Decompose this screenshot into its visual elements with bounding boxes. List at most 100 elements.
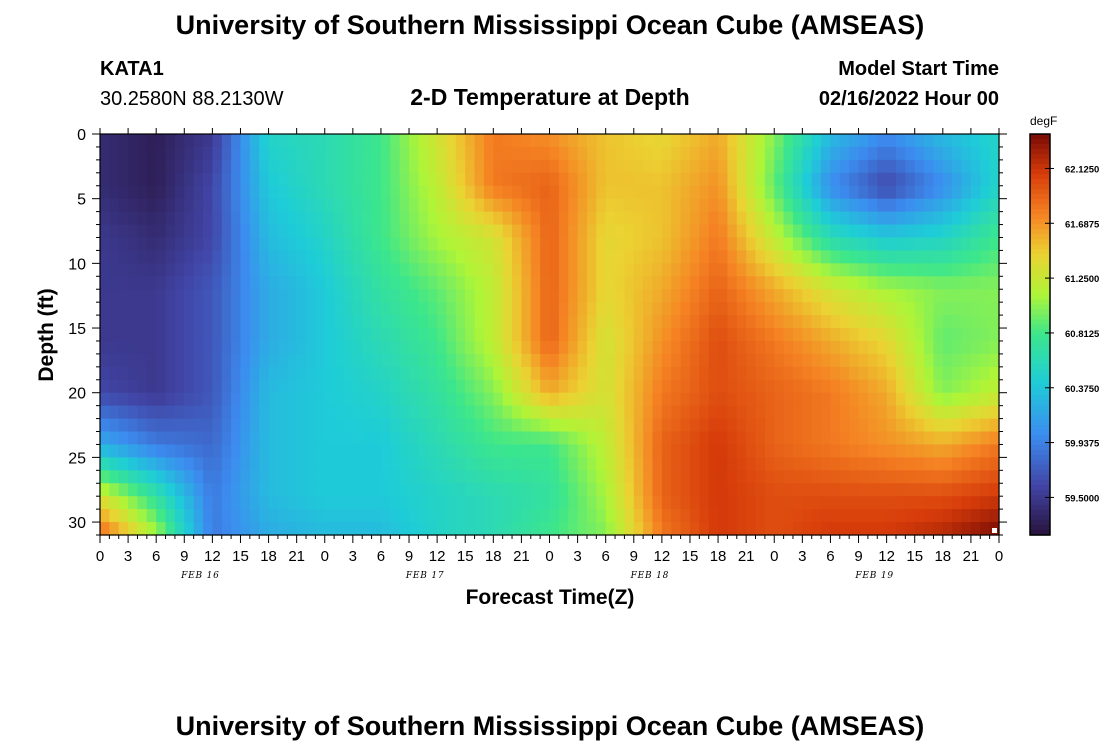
heatmap-cell	[708, 185, 719, 200]
heatmap-cell	[755, 146, 766, 161]
heatmap-cell	[100, 185, 110, 200]
heatmap-cell	[240, 405, 251, 420]
heatmap-cell	[586, 159, 597, 174]
heatmap-cell	[352, 328, 363, 342]
heatmap-cell	[399, 315, 410, 329]
heatmap-cell	[549, 185, 560, 200]
heatmap-cell	[924, 224, 935, 239]
heatmap-cell	[540, 315, 551, 329]
heatmap-cell	[427, 185, 438, 200]
heatmap-cell	[577, 340, 588, 355]
heatmap-cell	[699, 250, 710, 264]
heatmap-cell	[315, 457, 326, 471]
heatmap-cell	[886, 444, 897, 458]
heatmap-cell	[849, 159, 860, 174]
heatmap-cell	[287, 509, 298, 523]
heatmap-cell	[549, 198, 560, 213]
heatmap-cell	[380, 289, 391, 303]
heatmap-cell	[952, 224, 963, 239]
heatmap-cell	[783, 328, 794, 342]
heatmap-cell	[203, 146, 213, 161]
heatmap-cell	[100, 328, 110, 342]
heatmap-cell	[970, 276, 981, 290]
heatmap-cell	[184, 496, 195, 510]
heatmap-cell	[970, 366, 981, 381]
heatmap-cell	[362, 353, 373, 368]
heatmap-cell	[652, 276, 663, 290]
heatmap-cell	[867, 224, 878, 239]
heatmap-cell	[605, 379, 616, 394]
heatmap-cell	[961, 185, 972, 200]
heatmap-cell	[970, 134, 981, 148]
heatmap-cell	[549, 496, 560, 510]
heatmap-cell	[455, 340, 466, 355]
heatmap-cell	[221, 405, 232, 420]
heatmap-cell	[680, 146, 691, 161]
heatmap-cell	[156, 134, 167, 148]
heatmap-cell	[989, 496, 1000, 510]
heatmap-cell	[156, 250, 167, 264]
heatmap-cell	[746, 470, 757, 484]
heatmap-cell	[100, 198, 110, 213]
heatmap-cell	[895, 250, 906, 264]
heatmap-cell	[699, 224, 710, 239]
x-tick-label: 18	[710, 548, 727, 565]
heatmap-cell	[521, 198, 532, 213]
colorbar-ticks: 62.125061.687561.250060.812560.375059.93…	[1045, 164, 1100, 504]
heatmap-cell	[839, 185, 850, 200]
heatmap-cell	[633, 392, 644, 407]
heatmap-cell	[240, 353, 251, 368]
heatmap-cell	[727, 353, 738, 368]
heatmap-cell	[839, 250, 850, 264]
heatmap-cell	[109, 431, 120, 446]
heatmap-cell	[146, 289, 157, 303]
heatmap-cell	[802, 289, 813, 303]
heatmap-cell	[568, 172, 579, 187]
heatmap-cell	[437, 457, 448, 471]
heatmap-cell	[886, 509, 897, 523]
heatmap-cell	[643, 522, 654, 536]
x-tick-label: 21	[738, 548, 755, 565]
heatmap-cell	[895, 276, 906, 290]
heatmap-cell	[774, 185, 785, 200]
heatmap-cell	[146, 172, 157, 187]
heatmap-cell	[689, 172, 700, 187]
heatmap-cell	[371, 172, 382, 187]
heatmap-cell	[315, 444, 326, 458]
heatmap-cell	[727, 198, 738, 213]
colorbar-swatch	[1030, 219, 1050, 225]
heatmap-cell	[446, 315, 457, 329]
heatmap-cell	[605, 483, 616, 497]
heatmap-cell	[343, 172, 354, 187]
heatmap-cell	[193, 509, 204, 523]
heatmap-cell	[371, 315, 382, 329]
heatmap-cell	[905, 185, 916, 200]
heatmap-cell	[502, 522, 513, 536]
heatmap-cell	[652, 250, 663, 264]
colorbar-swatch	[1030, 379, 1050, 386]
heatmap-cell	[193, 431, 204, 446]
heatmap-cell	[970, 185, 981, 200]
heatmap-cell	[839, 328, 850, 342]
heatmap-cell	[624, 159, 635, 174]
heatmap-cell	[736, 366, 747, 381]
heatmap-cell	[512, 289, 522, 303]
heatmap-cell	[259, 185, 270, 200]
heatmap-cell	[699, 237, 710, 252]
heatmap-cell	[418, 276, 429, 290]
heatmap-cell	[128, 457, 139, 471]
colorbar-frame	[1029, 133, 1051, 536]
heatmap-cell	[699, 483, 710, 497]
heatmap-cell	[718, 302, 729, 316]
heatmap-cell	[174, 172, 185, 187]
heatmap-cell	[296, 444, 307, 458]
heatmap-cell	[914, 237, 925, 252]
heatmap-cell	[409, 392, 419, 407]
heatmap-cell	[746, 353, 757, 368]
heatmap-cell	[699, 366, 710, 381]
heatmap-cell	[174, 224, 185, 239]
heatmap-cell	[755, 353, 766, 368]
heatmap-cell	[774, 470, 785, 484]
heatmap-cell	[558, 522, 569, 536]
heatmap-cell	[615, 444, 626, 458]
